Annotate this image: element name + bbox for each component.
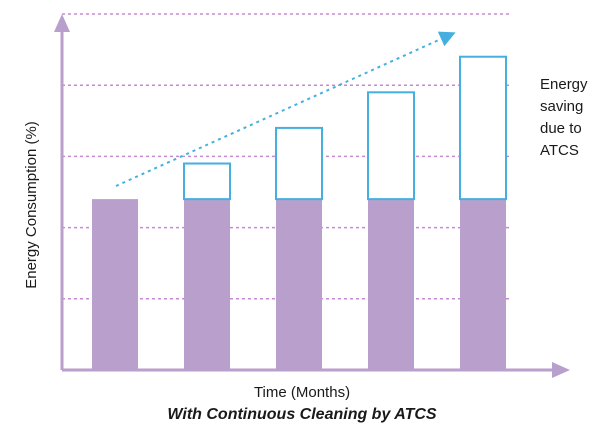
energy-saving-annotation: Energy saving due to ATCS bbox=[540, 74, 588, 162]
bar-base bbox=[460, 199, 506, 370]
bar-saving bbox=[275, 126, 323, 201]
x-axis-label: Time (Months) bbox=[253, 384, 351, 401]
trend-arrow bbox=[115, 31, 456, 187]
bar-saving bbox=[367, 91, 415, 201]
x-axis-arrow-icon bbox=[552, 362, 570, 378]
annotation-line: ATCS bbox=[540, 142, 579, 159]
bar-saving bbox=[183, 162, 231, 201]
y-axis-label-text: Energy Consumption (%) bbox=[23, 121, 40, 289]
bar-base bbox=[92, 199, 138, 370]
y-axis-label: Energy Consumption (%) bbox=[23, 121, 40, 289]
annotation-line: due to bbox=[540, 120, 582, 137]
annotation-line: Energy bbox=[540, 76, 588, 93]
bar-base bbox=[276, 199, 322, 370]
bar-base bbox=[368, 199, 414, 370]
bar-saving bbox=[459, 55, 507, 201]
bars bbox=[92, 55, 507, 370]
bar-base bbox=[184, 199, 230, 370]
chart-caption: With Continuous Cleaning by ATCS bbox=[167, 406, 437, 423]
axes bbox=[54, 14, 570, 378]
annotation-line: saving bbox=[540, 98, 584, 115]
y-axis-arrow-icon bbox=[54, 14, 70, 32]
